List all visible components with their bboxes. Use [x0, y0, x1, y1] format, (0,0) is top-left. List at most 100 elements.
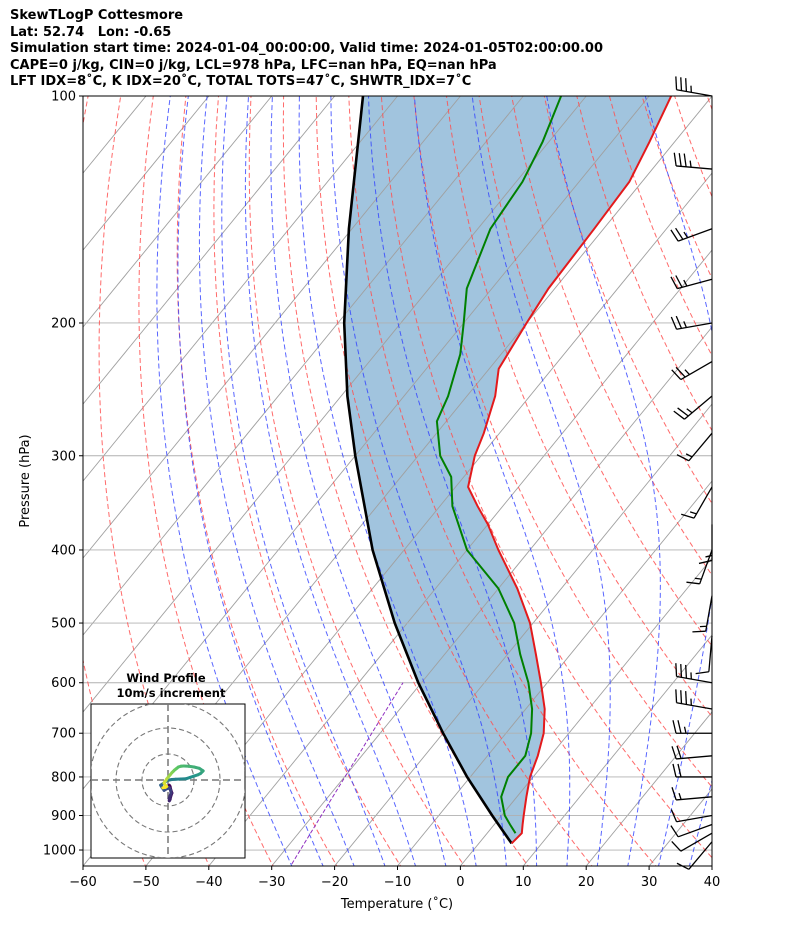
barb-staff [676, 814, 713, 823]
dry-adiabat [608, 96, 712, 357]
barb-feather [685, 78, 688, 92]
barb-feather [670, 825, 679, 838]
barb-feather [672, 763, 677, 778]
shaded-region [344, 96, 672, 844]
x-tick-label: 20 [578, 875, 595, 890]
barb-feather [672, 720, 677, 734]
parcel-profile-line [342, 96, 513, 845]
x-tick-label: −20 [321, 875, 348, 890]
barb-half-feather [683, 726, 687, 734]
barb-half-feather [685, 453, 693, 458]
moist-adiabat [644, 96, 712, 866]
isotherm-line [83, 96, 461, 559]
wind-barb [698, 524, 713, 565]
moist-adiabat [156, 96, 293, 866]
y-axis-ticks: 1000 900 800 700 600 500 400 300 200 100 [43, 90, 83, 859]
barb-feather [677, 763, 682, 778]
barb-feather [695, 671, 709, 675]
dry-adiabat [674, 96, 712, 198]
barb-feather [671, 841, 682, 852]
barb-staff [688, 841, 713, 870]
wind-barb [671, 832, 713, 852]
moist-adiabat [221, 96, 386, 866]
wind-barb [673, 152, 713, 170]
x-tick-label: 40 [704, 875, 721, 890]
barb-feather [676, 454, 690, 462]
dry-adiabat [543, 96, 712, 505]
y-tick-label: 600 [51, 676, 76, 691]
y-tick-label: 800 [51, 770, 76, 785]
barb-staff [676, 322, 713, 330]
barb-feather [677, 407, 689, 417]
y-tick-label: 200 [51, 316, 76, 331]
hodograph-inset: Wind Profile 10m/s increment [90, 671, 246, 859]
barb-feather [675, 76, 678, 90]
wind-barb [671, 745, 713, 760]
wind-barb [692, 595, 713, 633]
moist-adiabat [270, 96, 447, 866]
barb-feather [671, 787, 677, 801]
barb-half-feather [683, 279, 688, 287]
barb-feather [685, 691, 688, 705]
barb-feather [673, 152, 677, 167]
barb-staff [676, 675, 713, 684]
isotherm-line [334, 403, 712, 866]
dry-adiabat [740, 96, 794, 869]
barb-staff [684, 395, 713, 420]
moist-adiabat [720, 96, 794, 868]
isotherm-line [397, 480, 712, 866]
isotherm-line [83, 96, 336, 405]
isotherm-line [83, 96, 273, 328]
x-tick-label: 0 [456, 875, 464, 890]
x-tick-label: 10 [515, 875, 532, 890]
barb-half-feather [678, 792, 682, 800]
y-tick-label: 400 [51, 543, 76, 558]
barb-staff [688, 432, 713, 462]
isotherm-line [585, 711, 712, 866]
hodograph-title: Wind Profile [126, 671, 206, 685]
moist-adiabat [298, 96, 477, 866]
isotherm-line [648, 788, 712, 866]
moist-adiabat [546, 96, 661, 866]
dry-adiabat [772, 96, 794, 869]
barb-feather [698, 559, 713, 565]
mixing-ratio-line [290, 682, 404, 866]
barb-half-feather [694, 577, 702, 580]
moist-adiabats [156, 96, 794, 868]
dry-adiabat [138, 96, 274, 866]
isotherm-line [522, 634, 712, 866]
barb-feather [680, 690, 683, 704]
wind-barb [676, 841, 713, 870]
index-params: LFT IDX=8˚C, K IDX=20˚C, TOTAL TOTS=47˚C… [10, 74, 472, 89]
barb-feather [673, 410, 685, 420]
moist-adiabat [413, 96, 571, 866]
wind-barb [672, 763, 712, 778]
barb-staff [676, 89, 713, 97]
barb-feather [686, 581, 700, 585]
barb-half-feather [689, 511, 697, 515]
dewpoint-line [435, 96, 563, 834]
wind-barb [681, 486, 713, 519]
isotherm-line [83, 96, 524, 636]
x-tick-label: −40 [195, 875, 222, 890]
dry-adiabat [641, 96, 712, 280]
wind-barbs [670, 76, 713, 870]
barb-half-feather [684, 369, 690, 375]
barb-feather [677, 720, 682, 734]
wind-barb [676, 432, 713, 462]
wind-barb [695, 635, 713, 675]
barb-half-feather [686, 408, 693, 414]
barb-feather [685, 664, 688, 679]
chart-header: SkewTLogP Cottesmore Lat: 52.74 Lon: -0.… [10, 8, 603, 91]
y-tick-label: 1000 [43, 844, 76, 859]
barb-feather [678, 153, 682, 167]
moist-adiabat [751, 96, 794, 868]
y-tick-label: 500 [51, 617, 76, 632]
wind-barb [671, 787, 713, 801]
dry-adiabat [315, 96, 593, 866]
barb-staff [680, 360, 713, 381]
profiles [342, 96, 673, 845]
wind-barb [670, 809, 713, 823]
hodograph-subtitle: 10m/s increment [117, 686, 226, 700]
wind-barb [670, 315, 713, 330]
